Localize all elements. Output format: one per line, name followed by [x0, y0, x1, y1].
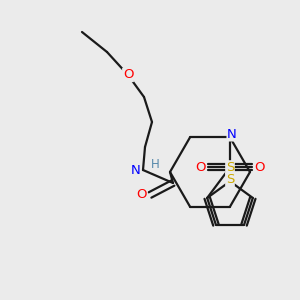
Text: O: O [254, 161, 265, 174]
Text: O: O [123, 68, 133, 82]
Text: N: N [227, 128, 237, 141]
Text: O: O [136, 188, 147, 202]
Text: N: N [130, 164, 140, 176]
Text: H: H [151, 158, 159, 172]
Text: O: O [196, 161, 206, 174]
Text: S: S [226, 161, 234, 174]
Text: S: S [226, 173, 234, 186]
